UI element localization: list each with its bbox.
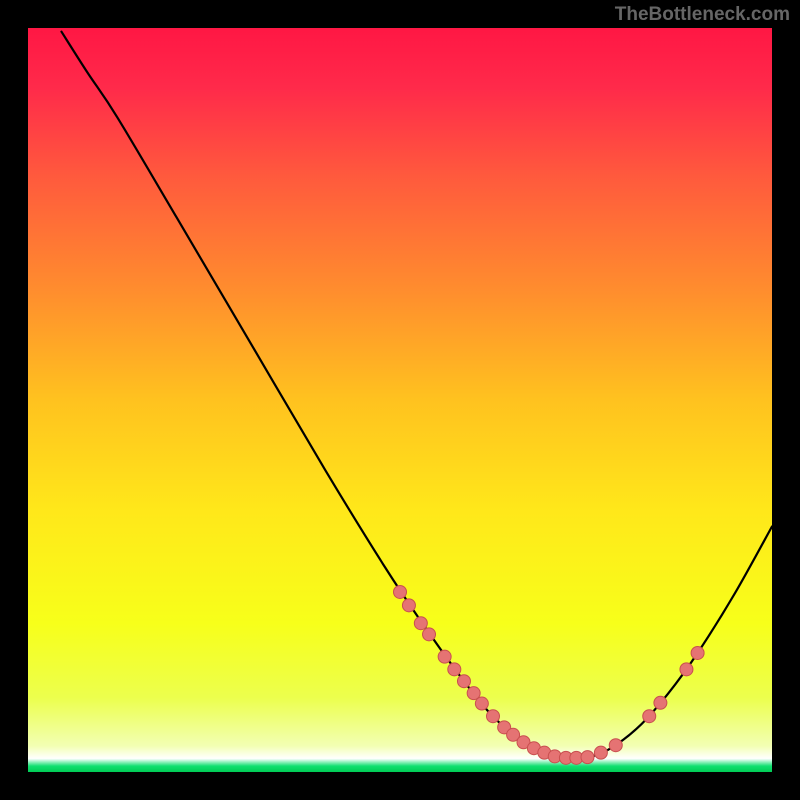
data-marker [448,663,461,676]
data-marker [643,710,656,723]
plot-area [28,28,772,772]
data-marker [609,739,622,752]
data-marker [423,628,436,641]
data-marker [581,751,594,764]
data-marker [691,646,704,659]
data-marker [680,663,693,676]
chart-svg [28,28,772,772]
data-marker [594,746,607,759]
gradient-background [28,28,772,772]
data-marker [475,697,488,710]
data-marker [402,599,415,612]
data-marker [414,617,427,630]
data-marker [438,650,451,663]
data-marker [654,696,667,709]
data-marker [457,675,470,688]
watermark-text: TheBottleneck.com [615,4,790,26]
data-marker [394,585,407,598]
bottleneck-chart: TheBottleneck.com [0,0,800,800]
data-marker [487,710,500,723]
